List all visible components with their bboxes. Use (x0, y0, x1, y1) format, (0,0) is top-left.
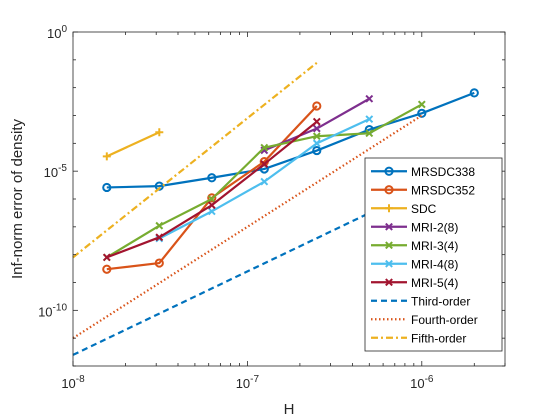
legend-marker (385, 278, 393, 287)
data-point-marker (260, 143, 269, 152)
legend-label: SDC (411, 202, 437, 216)
data-point-marker (154, 258, 164, 268)
data-point-marker (417, 108, 427, 118)
legend-entry: MRI-5(4) (371, 276, 458, 290)
data-point-marker (207, 195, 216, 203)
data-point-marker (155, 221, 164, 230)
series-fourth-order (72, 114, 423, 340)
legend-label: MRI-5(4) (411, 276, 458, 290)
legend-entry: SDC (371, 202, 437, 216)
legend-label: Fourth-order (411, 313, 478, 327)
legend-label: MRI-4(8) (411, 257, 458, 271)
series-layer (72, 61, 479, 356)
series-line (72, 61, 318, 259)
legend-label: MRSDC338 (411, 165, 475, 179)
series-mri-3-4- (102, 100, 426, 262)
legend-entry: MRI-2(8) (371, 220, 458, 234)
legend-entry: Third-order (371, 294, 470, 308)
series-line (106, 131, 160, 158)
legend-entry: MRI-3(4) (371, 239, 458, 253)
legend-entry: Fourth-order (371, 313, 478, 327)
legend-label: MRI-2(8) (411, 220, 458, 234)
y-axis-label: Inf-norm error of density (9, 118, 26, 279)
legend-entry: MRSDC352 (371, 183, 475, 197)
legend-marker (384, 166, 394, 176)
data-point-marker (102, 182, 112, 193)
series-fifth-order (72, 61, 318, 259)
legend-label: Fifth-order (411, 331, 466, 345)
data-point-marker (207, 173, 217, 183)
series-line (106, 91, 475, 189)
data-point-marker (260, 160, 269, 168)
data-point-marker (155, 233, 164, 242)
data-point-marker (312, 139, 321, 148)
legend-marker (384, 185, 394, 195)
data-point-marker (312, 117, 321, 126)
y-tick-label: 100 (47, 24, 67, 41)
data-point-marker (155, 128, 164, 137)
data-point-marker (365, 115, 374, 124)
series-line (72, 186, 423, 356)
legend: MRSDC338 MRSDC352 SDC MRI-2(8) MRI-3(4) MRI-4… (364, 157, 503, 352)
series-line (72, 114, 423, 340)
series-third-order (72, 186, 423, 356)
data-point-marker (102, 264, 112, 274)
legend-entry: Fifth-order (371, 331, 466, 345)
x-tick-label: 10-8 (61, 374, 85, 391)
series-mri-5-4- (102, 117, 321, 262)
x-tick-label: 10-7 (236, 374, 260, 391)
y-tick-label: 10-5 (44, 163, 68, 180)
x-axis-label: H (284, 401, 295, 418)
data-point-marker (365, 129, 374, 138)
data-point-marker (312, 132, 321, 141)
legend-entry: MRI-4(8) (371, 257, 458, 271)
legend-label: MRI-3(4) (411, 239, 458, 253)
x-tick-label: 10-6 (410, 374, 434, 391)
legend-marker (385, 259, 393, 268)
y-tick-label: 10-10 (38, 302, 67, 319)
legend-marker (385, 222, 393, 231)
data-point-marker (417, 100, 426, 109)
data-point-marker (207, 201, 216, 210)
data-point-marker (207, 193, 217, 203)
data-point-marker (207, 207, 216, 216)
series-mrsdc338 (102, 88, 479, 193)
data-point-marker (469, 88, 479, 98)
data-point-marker (102, 253, 111, 262)
legend-entry: MRSDC338 (371, 165, 475, 179)
series-sdc (102, 128, 164, 161)
legend-marker (385, 241, 393, 250)
data-point-marker (102, 152, 111, 161)
legend-label: Third-order (411, 294, 470, 308)
legend-label: MRSDC352 (411, 183, 475, 197)
data-point-marker (312, 101, 322, 111)
data-point-marker (365, 94, 374, 103)
legend-marker (385, 204, 393, 213)
data-point-marker (260, 177, 269, 186)
data-point-marker (312, 145, 322, 156)
data-point-marker (312, 124, 321, 133)
